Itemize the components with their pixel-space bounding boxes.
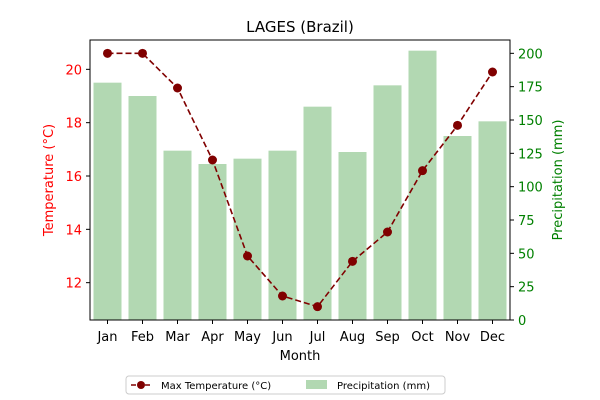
y-right-tick-label: 200 <box>518 47 543 62</box>
legend-box <box>125 375 446 395</box>
y-left-tick-label: 14 <box>65 223 82 238</box>
y-right-tick-label: 100 <box>518 181 543 196</box>
temperature-series-line <box>107 52 494 308</box>
y-left-tick-label: 20 <box>65 63 82 78</box>
x-tick-label: Sep <box>375 330 400 345</box>
precipitation-bar-nov <box>443 136 472 320</box>
x-tick-label: Nov <box>445 330 471 345</box>
y-axis-right-label: Precipitation (mm) <box>551 120 566 241</box>
legend-bar-swatch <box>306 380 327 389</box>
y-axis-left-label: Temperature (°C) <box>42 124 57 237</box>
precipitation-bar-may <box>233 158 262 320</box>
temperature-point-dec <box>488 67 497 77</box>
precipitation-bar-dec <box>478 121 507 320</box>
temperature-line <box>103 48 497 312</box>
y-right-tick-label: 175 <box>518 81 543 96</box>
precipitation-bar-apr <box>198 164 227 320</box>
legend-label-precipitation: Precipitation (mm) <box>337 381 430 392</box>
y-right-tick-label: 50 <box>518 247 535 262</box>
x-tick-label: Jan <box>96 330 117 345</box>
temperature-point-apr <box>208 155 217 165</box>
temperature-point-mar <box>173 83 182 93</box>
plot-frame <box>89 39 511 321</box>
precipitation-bar-feb <box>128 96 157 320</box>
y-right-tick-label: 125 <box>518 147 543 162</box>
temperature-point-jan <box>103 48 112 58</box>
temperature-point-aug <box>348 256 357 266</box>
legend-label-temperature: Max Temperature (°C) <box>161 381 271 392</box>
y-left-tick-label: 16 <box>65 170 82 185</box>
precipitation-bars <box>93 50 507 321</box>
chart-title: LAGES (Brazil) <box>246 18 354 36</box>
y-left-tick-label: 12 <box>65 277 82 292</box>
precipitation-bar-oct <box>408 50 437 321</box>
y-right-tick-label: 0 <box>518 314 526 329</box>
temperature-point-sep <box>383 227 392 237</box>
axes: Jan Feb Mar Apr May Jun Jul Aug Sep Oct Nov Dec 12 14… <box>65 39 543 345</box>
y-right-tick-label: 75 <box>518 214 535 229</box>
x-tick-label: Dec <box>480 330 505 345</box>
x-tick-label: Apr <box>201 330 224 345</box>
y-right-tick-label: 150 <box>518 114 543 129</box>
temperature-point-jul <box>313 302 322 312</box>
x-tick-label: Mar <box>165 330 190 345</box>
precipitation-bar-sep <box>373 85 402 320</box>
temperature-point-oct <box>418 166 427 176</box>
x-tick-label: Feb <box>131 330 154 345</box>
x-tick-label: May <box>234 330 261 345</box>
precipitation-bar-jul <box>303 106 332 321</box>
legend-marker-swatch <box>137 381 145 389</box>
y-left-tick-label: 18 <box>65 117 82 132</box>
x-tick-label: Oct <box>411 330 433 345</box>
temperature-point-feb <box>138 48 147 58</box>
x-tick-label: Jun <box>271 330 292 345</box>
x-axis-label: Month <box>280 349 321 364</box>
legend: Max Temperature (°C) Precipitation (mm) <box>125 375 446 395</box>
precipitation-bar-aug <box>338 152 367 320</box>
precipitation-bar-jan <box>93 82 122 321</box>
temperature-point-jun <box>278 291 287 301</box>
x-tick-label: Aug <box>340 330 365 345</box>
temperature-point-may <box>243 251 252 261</box>
temperature-point-nov <box>453 120 462 130</box>
y-right-tick-label: 25 <box>518 281 535 296</box>
precipitation-bar-mar <box>163 150 192 320</box>
x-tick-label: Jul <box>309 330 326 345</box>
